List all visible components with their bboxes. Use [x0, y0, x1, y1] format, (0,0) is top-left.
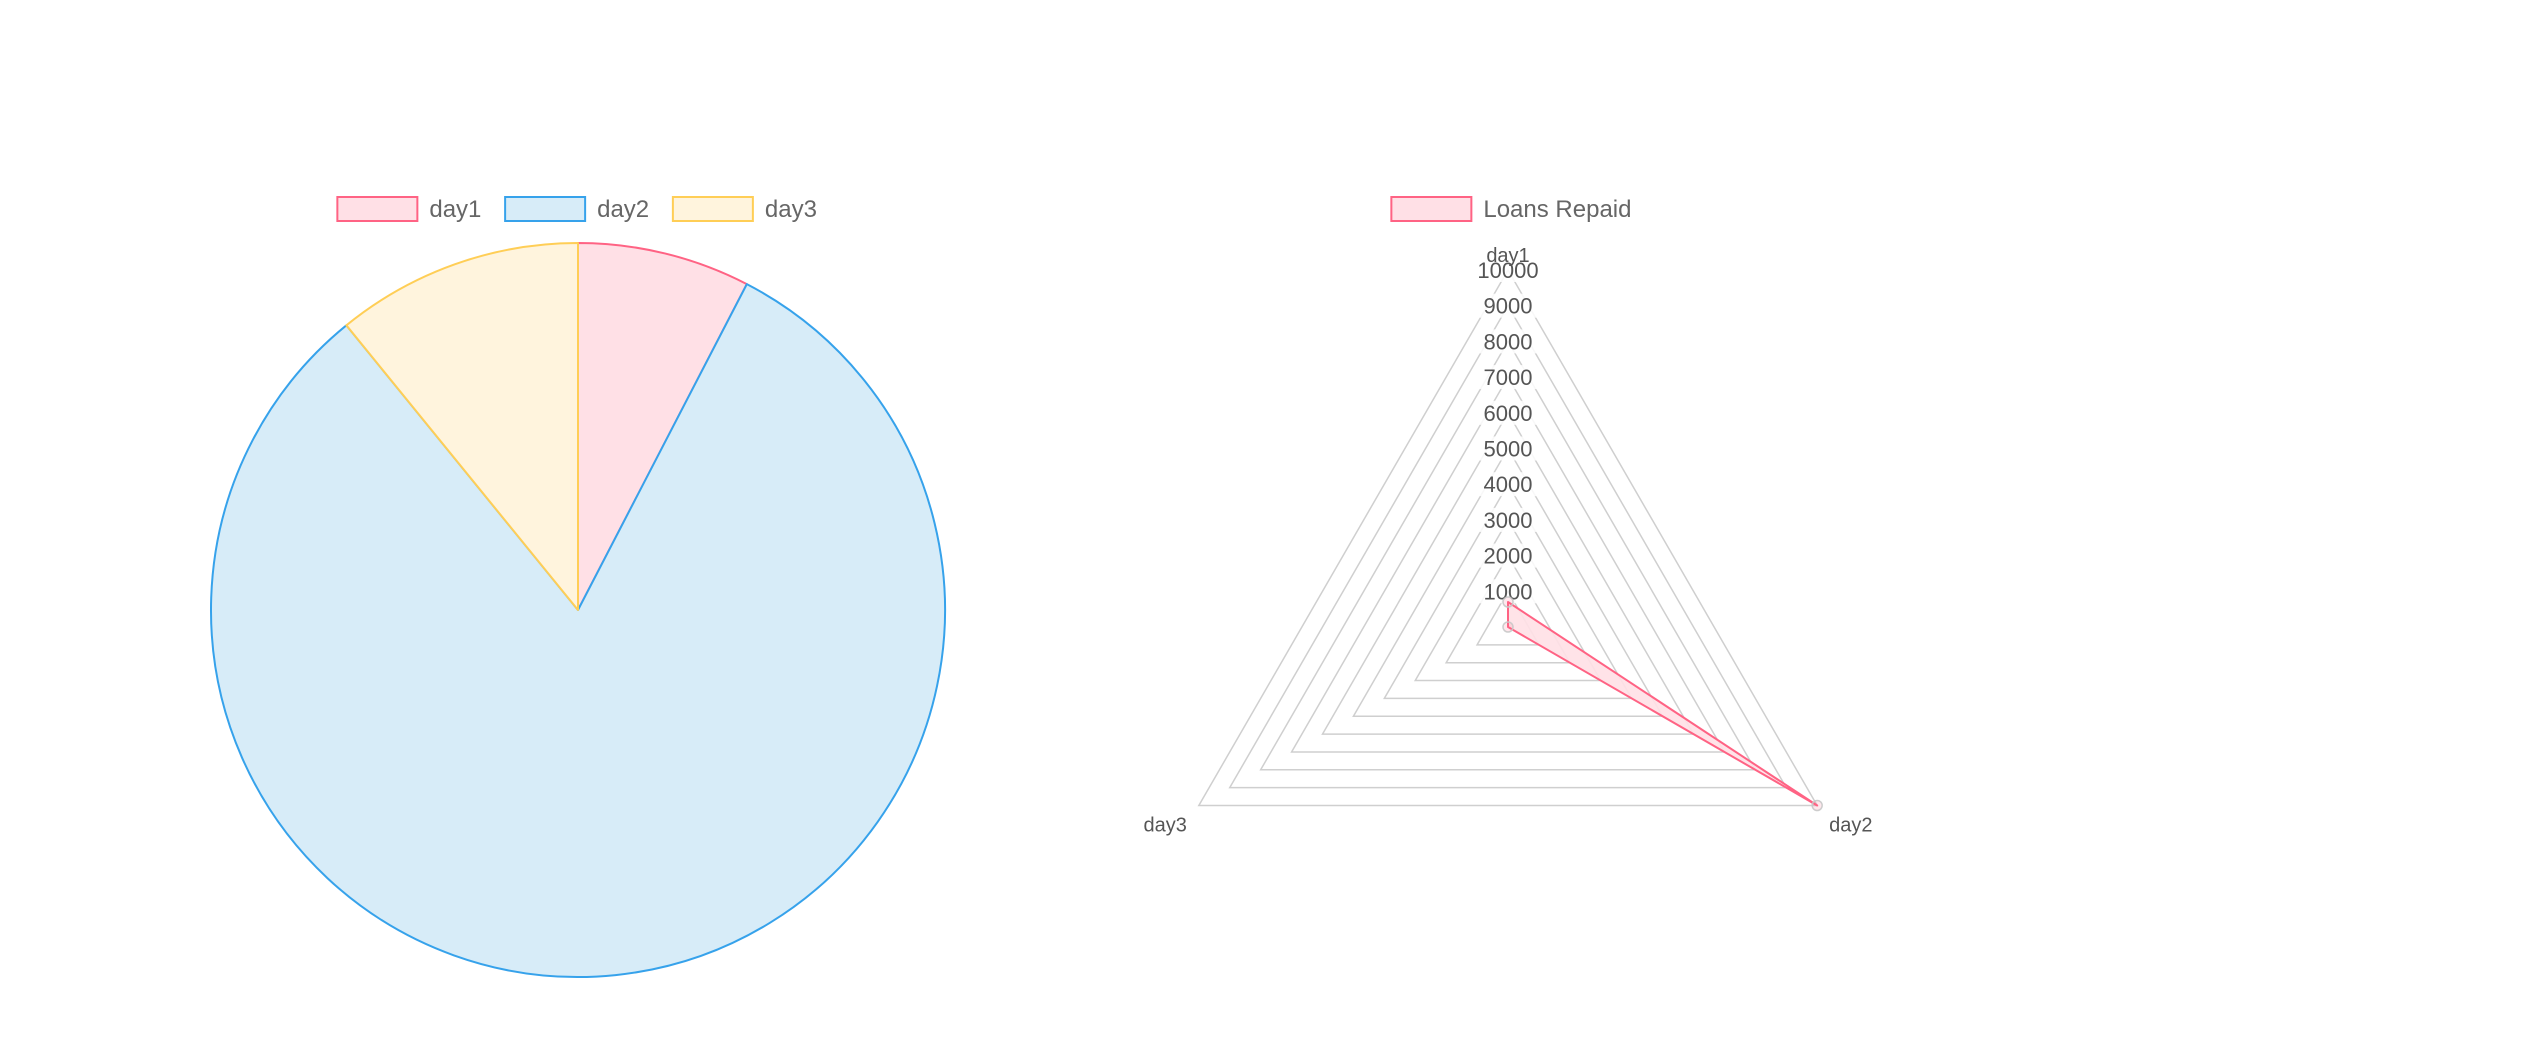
legend-swatch: [336, 196, 419, 222]
legend-swatch: [504, 196, 587, 222]
pie-legend-item[interactable]: day1: [336, 196, 481, 223]
radar-tick-backdrop: [1476, 507, 1540, 532]
pie-legend-item[interactable]: day2: [504, 196, 649, 223]
radar-tick-backdrop: [1476, 400, 1540, 425]
pie-legend-label: day1: [429, 196, 481, 223]
pie-slice-day1[interactable]: [577, 242, 748, 611]
radar-tick-label: 3000: [1484, 508, 1533, 533]
radar-grid-ring: [1444, 554, 1572, 664]
radar-legend-item[interactable]: Loans Repaid: [1390, 196, 1631, 223]
radar-tick-backdrop: [1476, 365, 1540, 390]
legend-swatch: [671, 196, 754, 222]
radar-legend-label: Loans Repaid: [1483, 196, 1631, 223]
radar-data: [1502, 596, 1823, 812]
pie-chart: day1 day2 day3: [210, 196, 946, 978]
radar-tick-backdrop: [1476, 258, 1540, 282]
radar-grid-ring: [1228, 304, 1788, 789]
radar-grid-ring: [1321, 411, 1695, 735]
pie-legend: day1 day2 day3: [336, 196, 817, 223]
radar-grid-ring: [1383, 482, 1633, 700]
radar-point-day3[interactable]: [1502, 621, 1514, 633]
radar-labels: day1 day2 day3: [1143, 245, 1872, 837]
radar-tick-backdrop: [1476, 543, 1540, 568]
radar-point-label-day3: day3: [1143, 815, 1186, 837]
radar-tick-label: 7000: [1484, 365, 1533, 390]
radar-grid: 1000 2000 3000 4000 5000 6000 7000 8000 9000 1000…: [1197, 258, 1819, 807]
radar-chart: Loans Repaid 1000 2000 3000 4000 5000 6000 700…: [1143, 196, 1873, 837]
radar-tick-backdrop: [1476, 329, 1540, 354]
radar-point-label-day1: day1: [1486, 245, 1529, 267]
radar-legend: Loans Repaid: [1390, 196, 1631, 223]
radar-tick-backdrop: [1476, 293, 1540, 318]
radar-grid-ring: [1413, 518, 1603, 682]
pie-slice-day2[interactable]: [210, 283, 946, 978]
radar-tick-label: 6000: [1484, 401, 1533, 426]
legend-swatch: [1390, 196, 1473, 222]
radar-point-label-day2: day2: [1829, 815, 1872, 837]
radar-tick-label: 4000: [1484, 472, 1533, 497]
radar-series-area[interactable]: [1507, 601, 1819, 807]
radar-grid-ring: [1290, 375, 1726, 753]
radar-grid-ring: [1352, 447, 1664, 717]
radar-point-day1[interactable]: [1502, 596, 1514, 608]
radar-grid-ring: [1259, 339, 1757, 771]
radar-tick-backdrop: [1476, 472, 1540, 497]
pie-legend-label: day3: [765, 196, 817, 223]
pie-slice-day3[interactable]: [345, 242, 579, 611]
radar-tick-backdrop: [1476, 579, 1540, 604]
radar-point-day2[interactable]: [1811, 799, 1823, 812]
radar-grid-ring: [1197, 268, 1819, 807]
radar-tick-backdrop: [1476, 436, 1540, 461]
radar-tick-label: 10000: [1477, 258, 1538, 283]
radar-tick-label: 8000: [1484, 329, 1533, 354]
pie-legend-label: day2: [597, 196, 649, 223]
radar-tick-label: 9000: [1484, 294, 1533, 319]
radar-tick-label: 1000: [1484, 579, 1533, 604]
pie-slices: [210, 242, 946, 978]
pie-legend-item[interactable]: day3: [671, 196, 817, 223]
radar-tick-label: 5000: [1484, 437, 1533, 462]
radar-tick-label: 2000: [1484, 544, 1533, 569]
